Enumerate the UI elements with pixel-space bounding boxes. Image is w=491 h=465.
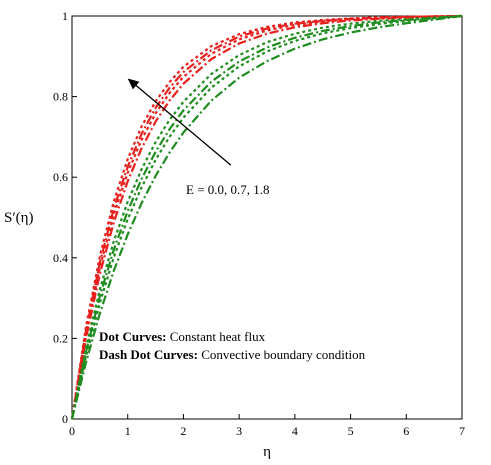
x-tick-label: 5 [348, 424, 354, 438]
series-layer [70, 14, 463, 420]
x-tick-label: 7 [459, 424, 465, 438]
x-tick-label: 3 [236, 424, 242, 438]
annotation-text: E = 0.0, 0.7, 1.8 [186, 182, 270, 197]
series-line-2 [70, 14, 463, 420]
series-line-8 [70, 14, 463, 420]
x-tick-label: 4 [292, 424, 298, 438]
legend-entry-2-key: Dash Dot Curves: [99, 347, 198, 362]
plot-frame [71, 15, 463, 420]
y-tick-label: 1 [62, 9, 68, 23]
legend-entry-1: Dot Curves: Constant heat flux [99, 329, 266, 344]
legend-entry-1-text: Constant heat flux [167, 329, 266, 344]
x-tick-label: 2 [180, 424, 186, 438]
legend-entry-2: Dash Dot Curves: Convective boundary con… [99, 347, 366, 362]
x-tick-label: 6 [403, 424, 409, 438]
legend-entry-1-key: Dot Curves: [99, 329, 167, 344]
x-axis-label: η [263, 444, 271, 460]
y-axis-label: S′(η) [4, 210, 33, 226]
legend-entry-2-text: Convective boundary condition [198, 347, 366, 362]
x-tick-label: 1 [125, 424, 131, 438]
series-line-6 [70, 14, 463, 420]
y-tick-label: 0.8 [53, 90, 68, 104]
series-line-1 [70, 14, 463, 420]
series-line-5 [70, 14, 463, 420]
y-tick-label: 0.6 [53, 170, 68, 184]
annotation-arrow [135, 85, 232, 166]
y-tick-label: 0.4 [53, 251, 68, 265]
x-tick-label: 0 [69, 424, 75, 438]
ticks-layer: 0 1 2 3 4 5 6 7 0 0.2 0.4 0.6 0.8 1 [53, 9, 465, 438]
annotation-arrowhead [127, 78, 140, 90]
y-tick-label: 0 [62, 412, 68, 426]
legend: Dot Curves: Constant heat flux Dash Dot … [99, 329, 366, 362]
series-line-4 [70, 14, 463, 420]
y-tick-label: 0.2 [53, 331, 68, 345]
series-line-7 [70, 14, 463, 420]
annotation: E = 0.0, 0.7, 1.8 [127, 78, 270, 197]
